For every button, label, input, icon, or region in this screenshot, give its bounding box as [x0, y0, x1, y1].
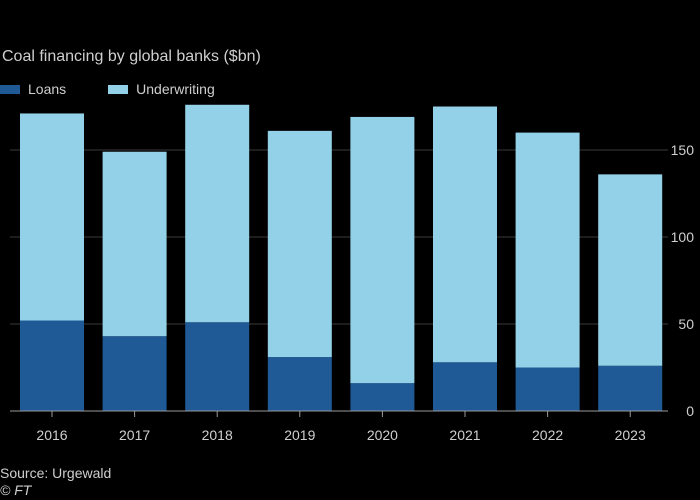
bar-underwriting-2020 — [350, 116, 415, 384]
bar-loans-2019 — [267, 357, 332, 411]
x-tick-label-2023: 2023 — [615, 427, 646, 443]
chart-title: Coal financing by global banks ($bn) — [2, 48, 261, 65]
x-tick-label-2016: 2016 — [36, 427, 67, 443]
x-tick-label-2021: 2021 — [449, 427, 480, 443]
bar-underwriting-2017 — [102, 151, 167, 337]
legend-item-loans: Loans — [0, 81, 66, 97]
bar-loans-2023 — [598, 365, 663, 411]
ft-credit: © FT — [0, 482, 32, 498]
bar-underwriting-2018 — [185, 104, 250, 323]
legend-swatch-underwriting — [108, 84, 129, 94]
bar-loans-2021 — [433, 362, 497, 411]
y-tick-label-100: 100 — [671, 229, 695, 245]
bar-underwriting-2023 — [598, 174, 663, 366]
source-note: Source: Urgewald — [0, 465, 112, 481]
x-tick-label-2017: 2017 — [119, 427, 150, 443]
legend-label-loans: Loans — [28, 81, 67, 97]
x-tick-label-2020: 2020 — [367, 427, 398, 443]
legend-item-underwriting: Underwriting — [108, 81, 215, 97]
legend-label-underwriting: Underwriting — [136, 81, 215, 97]
y-tick-label-0: 0 — [686, 403, 694, 419]
bar-loans-2018 — [185, 322, 250, 411]
x-tick-label-2018: 2018 — [202, 427, 233, 443]
bar-loans-2020 — [350, 383, 415, 411]
bar-loans-2017 — [102, 336, 167, 411]
legend-swatch-loans — [0, 84, 20, 94]
bar-underwriting-2021 — [433, 106, 497, 363]
bar-underwriting-2016 — [20, 113, 84, 321]
bar-underwriting-2022 — [515, 132, 580, 368]
y-tick-label-150: 150 — [671, 142, 695, 158]
x-tick-label-2019: 2019 — [284, 427, 315, 443]
y-tick-label-50: 50 — [678, 316, 694, 332]
legend: Loans Underwriting — [0, 80, 257, 98]
bar-underwriting-2019 — [267, 130, 332, 358]
bar-loans-2016 — [20, 320, 84, 411]
x-tick-label-2022: 2022 — [532, 427, 563, 443]
bar-loans-2022 — [515, 367, 580, 411]
